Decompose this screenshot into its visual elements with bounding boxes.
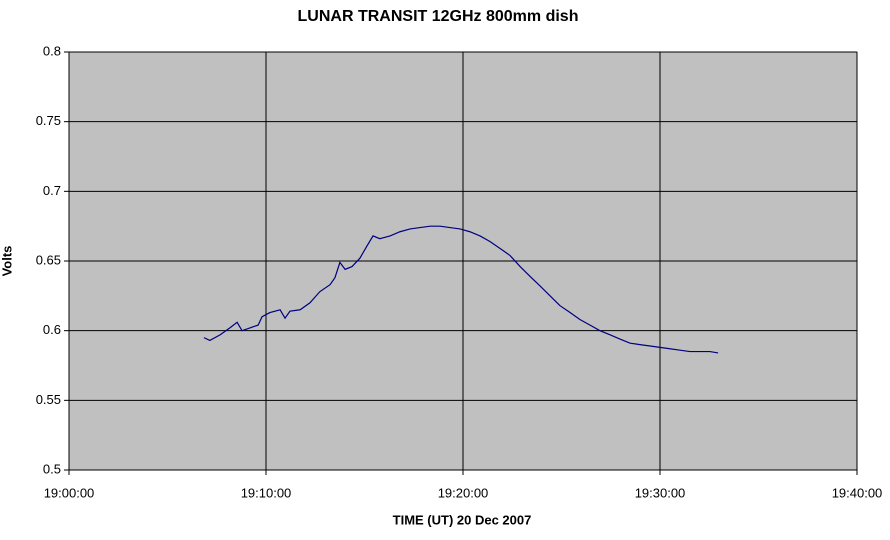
y-tick-label: 0.7 [43, 183, 61, 198]
x-tick-label: 19:00:00 [44, 485, 95, 500]
y-tick-label: 0.65 [36, 252, 61, 267]
x-tick-label: 19:20:00 [438, 485, 489, 500]
y-tick-label: 0.5 [43, 461, 61, 476]
y-tick-label: 0.6 [43, 322, 61, 337]
y-tick-label: 0.55 [36, 392, 61, 407]
y-tick-label: 0.75 [36, 113, 61, 128]
y-tick-label: 0.8 [43, 43, 61, 58]
chart-title: LUNAR TRANSIT 12GHz 800mm dish [298, 8, 579, 25]
y-axis-title: Volts [0, 246, 14, 277]
x-tick-label: 19:40:00 [832, 485, 883, 500]
data-line [203, 225, 719, 354]
x-axis-title: TIME (UT) 20 Dec 2007 [393, 512, 532, 527]
x-tick-label: 19:30:00 [635, 485, 686, 500]
x-tick-label: 19:10:00 [241, 485, 292, 500]
